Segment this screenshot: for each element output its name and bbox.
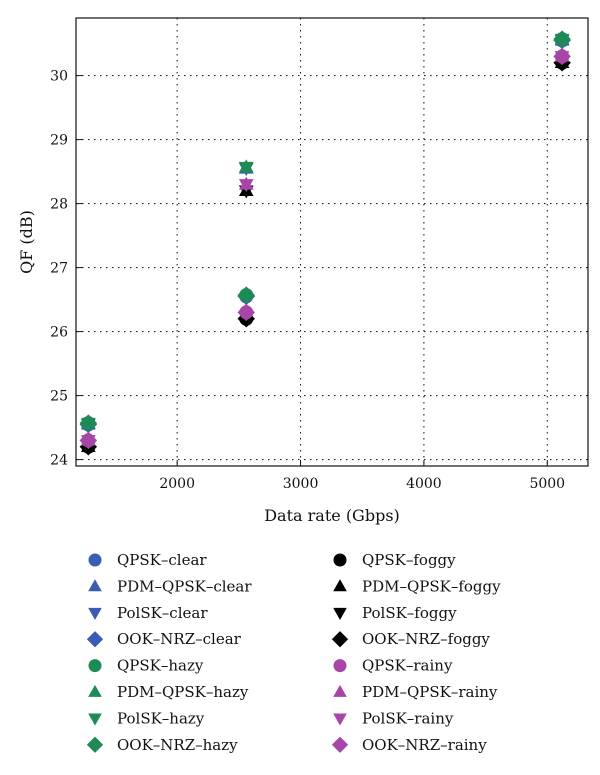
legend-label: OOK–NRZ–foggy: [362, 630, 490, 648]
legend-label: PolSK–clear: [117, 604, 208, 622]
legend-label: QPSK–hazy: [117, 657, 204, 675]
x-axis: 2000 3000 4000 5000: [159, 460, 565, 492]
legend-marker: [88, 684, 102, 697]
legend-marker: [333, 684, 347, 697]
y-tick-label: 27: [50, 261, 68, 277]
legend-item: PolSK–rainy: [333, 709, 454, 727]
legend-marker: [86, 631, 104, 648]
legend-item: QPSK–rainy: [333, 657, 453, 675]
data-point: [237, 303, 256, 322]
legend-item: OOK–NRZ–rainy: [331, 736, 487, 754]
y-tick-label: 30: [50, 69, 68, 85]
legend: QPSK–clear PDM–QPSK–clear PolSK–clear OOK–N…: [86, 551, 501, 754]
grid-lines: [76, 18, 588, 466]
legend-marker: [86, 736, 104, 753]
legend-marker: [333, 579, 347, 592]
legend-item: QPSK–foggy: [333, 551, 456, 569]
plot-frame: [75, 17, 589, 467]
data-point: [238, 179, 254, 193]
x-axis-label: Data rate (Gbps): [264, 506, 400, 525]
legend-label: PolSK–rainy: [362, 709, 454, 727]
legend-label: PolSK–hazy: [117, 709, 205, 727]
legend-item: PolSK–hazy: [88, 709, 205, 727]
legend-item: PDM–QPSK–foggy: [333, 577, 501, 595]
legend-label: QPSK–clear: [117, 551, 207, 569]
legend-label: OOK–NRZ–clear: [117, 630, 242, 648]
y-tick-label: 26: [50, 325, 68, 341]
legend-label: QPSK–rainy: [362, 657, 453, 675]
data-point: [238, 161, 254, 175]
legend-label: PolSK–foggy: [362, 604, 457, 622]
legend-label: PDM–QPSK–foggy: [362, 577, 501, 595]
legend-label: PDM–QPSK–clear: [117, 577, 252, 595]
legend-label: QPSK–foggy: [362, 551, 456, 569]
legend-marker: [88, 553, 102, 567]
legend-marker: [333, 659, 347, 673]
legend-item: QPSK–hazy: [88, 657, 204, 675]
legend-marker: [333, 713, 347, 726]
data-point: [79, 431, 98, 450]
legend-marker: [331, 736, 349, 753]
data-points: [79, 30, 571, 456]
legend-marker: [88, 607, 102, 620]
legend-label: PDM–QPSK–rainy: [362, 683, 498, 701]
legend-item: PDM–QPSK–rainy: [333, 683, 498, 701]
legend-item: OOK–NRZ–hazy: [86, 736, 238, 754]
legend-item: OOK–NRZ–foggy: [331, 630, 490, 648]
data-point: [237, 286, 256, 304]
data-point: [79, 414, 98, 432]
legend-label: OOK–NRZ–hazy: [117, 736, 238, 754]
data-point: [553, 30, 571, 48]
legend-marker: [88, 659, 102, 673]
legend-label: PDM–QPSK–hazy: [117, 683, 249, 701]
legend-marker: [88, 579, 102, 592]
y-tick-label: 24: [50, 453, 68, 469]
legend-item: PDM–QPSK–clear: [88, 577, 252, 595]
legend-marker: [88, 713, 102, 726]
legend-item: QPSK–clear: [88, 551, 207, 569]
legend-label: OOK–NRZ–rainy: [362, 736, 487, 754]
legend-item: PolSK–clear: [88, 604, 208, 622]
y-axis: 24 25 26 27 28 29 30: [50, 69, 82, 469]
legend-marker: [333, 607, 347, 620]
x-tick-label: 4000: [406, 476, 442, 492]
legend-marker: [333, 553, 347, 567]
y-tick-label: 28: [50, 197, 68, 213]
legend-item: OOK–NRZ–clear: [86, 630, 242, 648]
y-tick-label: 29: [50, 133, 68, 149]
legend-item: PolSK–foggy: [333, 604, 457, 622]
legend-marker: [331, 631, 349, 648]
legend-item: PDM–QPSK–hazy: [88, 683, 249, 701]
x-tick-label: 5000: [529, 476, 565, 492]
x-tick-label: 2000: [159, 476, 195, 492]
y-tick-label: 25: [50, 389, 68, 405]
y-axis-label: QF (dB): [17, 210, 36, 274]
x-tick-label: 3000: [283, 476, 319, 492]
data-point: [553, 47, 571, 66]
